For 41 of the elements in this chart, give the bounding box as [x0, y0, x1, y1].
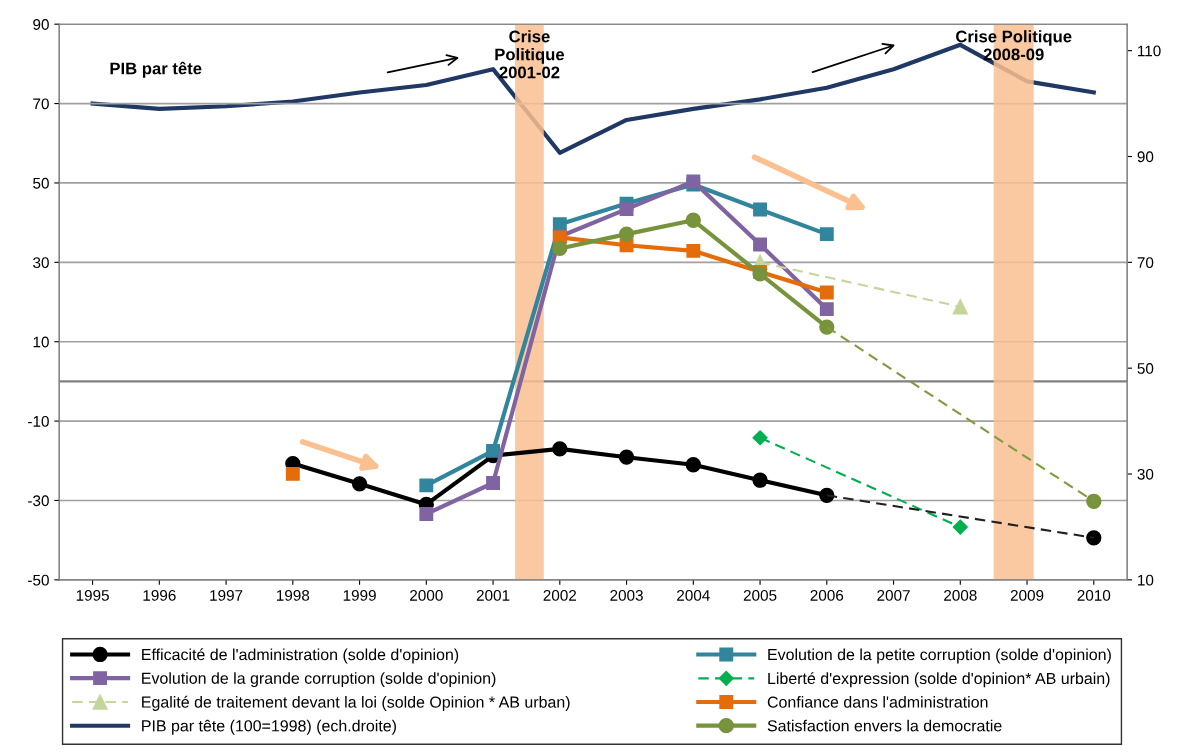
x-tick-label: 2003 — [610, 589, 643, 601]
x-tick-label: 2001 — [476, 589, 510, 601]
y-tick-label: 50 — [33, 177, 49, 189]
legend-label: Egalité de traitement devant la loi (solde Opinion * AB urban) — [142, 695, 570, 711]
x-tick-label: 2005 — [743, 589, 777, 601]
legend-label: Satisfaction envers la democratie — [767, 719, 1002, 732]
y-tick-label: 30 — [33, 257, 49, 269]
legend-label: Evolution de la grande corruption (solde d'opinion) — [142, 672, 496, 688]
legend-label: Confiance dans l'administration — [767, 696, 988, 708]
y2-tick-label: 90 — [1137, 151, 1154, 163]
x-tick-label: 2006 — [810, 589, 844, 601]
band-label: Crise Politique 2001-02 — [495, 30, 565, 79]
y2-tick-label: 10 — [1138, 574, 1154, 586]
y-tick-label: -50 — [28, 574, 49, 586]
x-tick-label: 1999 — [343, 589, 376, 601]
y2-tick-label: 70 — [1137, 257, 1154, 269]
y2-tick-label: 110 — [1138, 45, 1161, 57]
x-tick-label: 1996 — [143, 589, 176, 601]
legend-label: Efficacité de l'administration (solde d'opinion) — [142, 648, 459, 664]
x-tick-label: 2008 — [944, 589, 977, 601]
x-tick-label: 2000 — [410, 589, 443, 601]
x-tick-label: 2007 — [877, 589, 910, 601]
y2-tick-label: 50 — [1137, 363, 1154, 374]
y-tick-label: 10 — [33, 336, 49, 348]
y2-tick-label: 30 — [1137, 468, 1154, 480]
y-tick-label: -30 — [28, 495, 49, 507]
annotation: PIB par tête — [110, 61, 202, 78]
x-tick-label: 2004 — [677, 589, 710, 601]
x-tick-label: 1998 — [276, 589, 310, 601]
x-tick-label: 2002 — [543, 589, 577, 601]
x-tick-label: 2010 — [1077, 589, 1111, 601]
band-label: Crise Politique 2008-09 — [956, 30, 1072, 61]
legend-label: Liberté d'expression (solde d'opinion* AB urbain) — [768, 672, 1110, 688]
legend-label: PIB par tête (100=1998) (ech.droite) — [142, 719, 396, 735]
x-tick-label: 1995 — [76, 589, 109, 601]
legend-label: Evolution de la petite corruption (solde d'opinion) — [768, 648, 1111, 664]
y-tick-label: -10 — [28, 415, 49, 427]
y-tick-label: 90 — [33, 19, 49, 30]
y-tick-label: 70 — [33, 98, 49, 110]
x-tick-label: 2009 — [1010, 589, 1044, 601]
x-tick-label: 1997 — [210, 589, 243, 601]
